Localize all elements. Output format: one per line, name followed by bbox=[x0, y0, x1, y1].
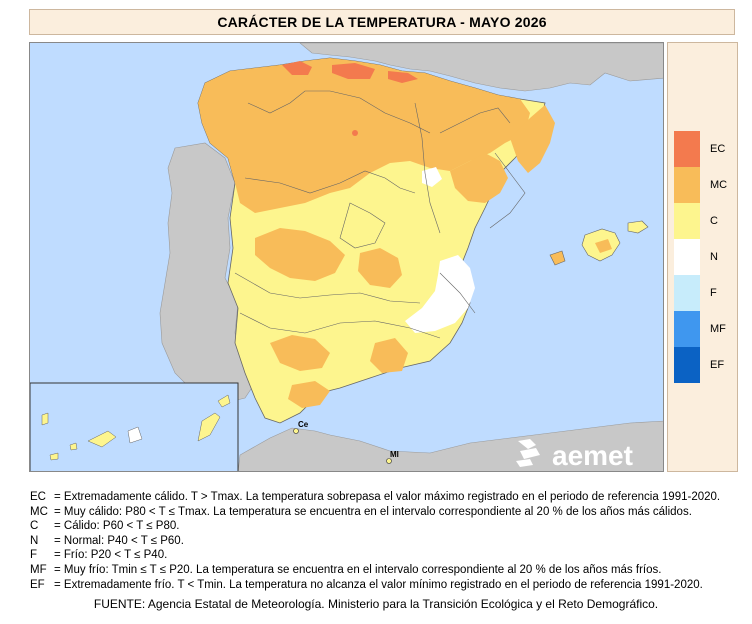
definition-row: C = Cálido: P60 < T ≤ P80. bbox=[30, 519, 740, 534]
definition-text: = Extremadamente cálido. T > Tmax. La te… bbox=[54, 491, 721, 503]
legend-swatch bbox=[674, 311, 700, 347]
legend-code: EF bbox=[710, 359, 725, 371]
mc-zone-north bbox=[198, 58, 530, 213]
legend-code: N bbox=[710, 251, 718, 263]
africa-landmass bbox=[237, 420, 663, 471]
ec-zone-cantabria bbox=[282, 61, 312, 75]
aemet-logo-text: aemet bbox=[552, 440, 633, 471]
ibiza bbox=[549, 250, 566, 266]
legend-item-ef: EF bbox=[674, 347, 734, 383]
temperature-map: Ce Ml aemet bbox=[29, 42, 664, 472]
menorca bbox=[627, 220, 649, 234]
definition-text: = Cálido: P60 < T ≤ P80. bbox=[54, 520, 180, 533]
aemet-logo: aemet bbox=[516, 439, 633, 471]
region-borders bbox=[234, 90, 526, 339]
legend-code: EC bbox=[710, 143, 726, 155]
legend-item-f: F bbox=[674, 275, 734, 311]
legend-item-mf: MF bbox=[674, 311, 734, 347]
mc-zone-centre bbox=[358, 248, 402, 288]
fuerteventura bbox=[197, 412, 221, 442]
mc-zone-centre-west bbox=[255, 228, 345, 281]
legend-code: F bbox=[710, 287, 717, 299]
definition-code: F bbox=[30, 549, 38, 562]
mc-zone-catalonia bbox=[510, 105, 555, 173]
mc-zone-south-west bbox=[270, 335, 330, 371]
legend-swatch bbox=[674, 203, 700, 239]
definition-code: MF bbox=[30, 563, 47, 576]
legend-item-mc: MC bbox=[674, 167, 734, 203]
mallorca-mc bbox=[595, 239, 612, 253]
definition-row: MF = Muy frío: Tmin ≤ T ≤ P20. La tempera… bbox=[30, 563, 740, 578]
definitions-list: EC = Extremadamente cálido. T > Tmax. La … bbox=[30, 490, 740, 592]
melilla-marker bbox=[386, 458, 392, 464]
legend-item-c: C bbox=[674, 203, 734, 239]
mc-zone-guadalquivir bbox=[288, 381, 330, 408]
definition-row: N = Normal: P40 < T ≤ P60. bbox=[30, 534, 740, 549]
ceuta-marker bbox=[293, 428, 299, 434]
aemet-logo-icon bbox=[516, 439, 540, 467]
legend-code: MF bbox=[710, 323, 726, 335]
n-zone-southeast bbox=[405, 255, 475, 333]
mc-zone-ebro bbox=[450, 153, 508, 203]
ceuta-label: Ce bbox=[298, 420, 309, 429]
definition-code: EC bbox=[30, 491, 46, 503]
canary-inset bbox=[30, 382, 239, 471]
tenerife bbox=[87, 430, 117, 448]
legend-item-ec: EC bbox=[674, 131, 734, 167]
gran-canaria bbox=[127, 426, 143, 444]
definition-row: MC = Muy cálido: P80 < T ≤ Tmax. La tempe… bbox=[30, 505, 740, 520]
definition-row: EC = Extremadamente cálido. T > Tmax. La … bbox=[30, 490, 740, 505]
legend-item-n: N bbox=[674, 239, 734, 275]
n-zone-east bbox=[422, 167, 442, 187]
map-svg: Ce Ml aemet bbox=[30, 43, 663, 471]
definition-code: N bbox=[30, 534, 39, 547]
ec-spot-interior bbox=[352, 130, 358, 136]
el-hierro bbox=[49, 452, 59, 461]
legend-swatch bbox=[674, 131, 700, 167]
legend-swatch bbox=[674, 239, 700, 275]
legend-swatch bbox=[674, 347, 700, 383]
balearic-islands bbox=[549, 220, 649, 266]
ec-zone-basque bbox=[332, 63, 375, 79]
definition-text: = Frío: P20 < T ≤ P40. bbox=[54, 549, 168, 562]
legend-swatch bbox=[674, 167, 700, 203]
definition-text: = Muy cálido: P80 < T ≤ Tmax. La tempera… bbox=[54, 505, 692, 518]
legend-code: MC bbox=[710, 179, 728, 191]
definition-text: = Muy frío: Tmin ≤ T ≤ P20. La temperatu… bbox=[54, 563, 662, 576]
la-gomera bbox=[69, 442, 78, 451]
definition-text: = Normal: P40 < T ≤ P60. bbox=[54, 534, 184, 547]
source-note: FUENTE: Agencia Estatal de Meteorología.… bbox=[93, 597, 659, 611]
lanzarote bbox=[217, 394, 231, 408]
ec-zone-navarra bbox=[388, 71, 418, 83]
legend: EC MC C N F MF EF bbox=[667, 42, 738, 472]
definition-code: EF bbox=[30, 578, 45, 591]
definition-row: EF = Extremadamente frío. T < Tmin. La te… bbox=[30, 578, 740, 593]
mc-zone-south bbox=[370, 338, 408, 373]
definition-code: MC bbox=[30, 505, 48, 518]
legend-swatch bbox=[674, 275, 700, 311]
definition-text: = Extremadamente frío. T < Tmin. La temp… bbox=[54, 578, 703, 591]
map-title: CARÁCTER DE LA TEMPERATURA - MAYO 2026 bbox=[29, 9, 735, 35]
melilla-label: Ml bbox=[390, 450, 399, 459]
definition-row: F = Frío: P20 < T ≤ P40. bbox=[30, 548, 740, 563]
legend-code: C bbox=[710, 215, 718, 227]
definition-code: C bbox=[30, 520, 39, 533]
france-landmass bbox=[299, 43, 663, 92]
la-palma bbox=[41, 412, 49, 426]
